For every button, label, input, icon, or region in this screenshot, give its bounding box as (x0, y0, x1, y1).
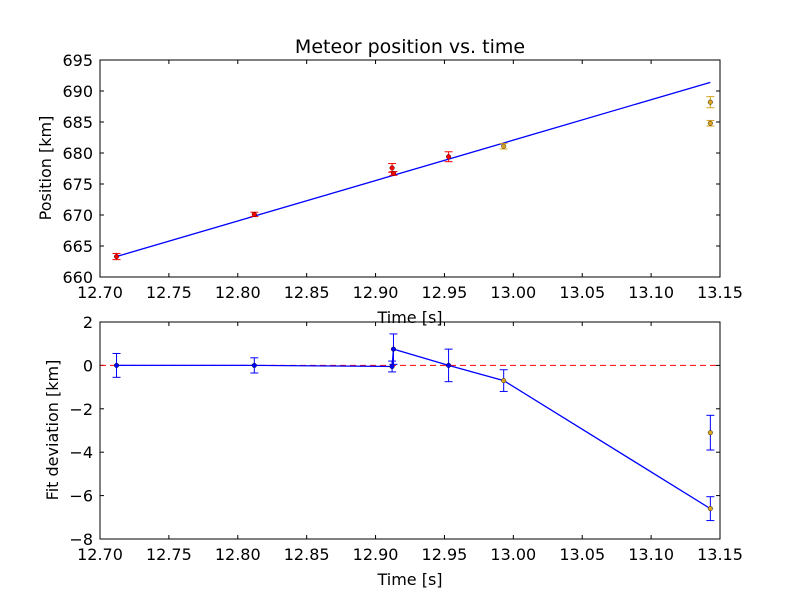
deviation-point (446, 362, 452, 368)
0-x-tick-label: 12.70 (77, 283, 123, 302)
0-x-tick-label: 12.75 (146, 283, 192, 302)
0-y-tick-label: 660 (62, 268, 93, 287)
1-x-tick-label: 12.90 (353, 545, 399, 564)
deviation-point (251, 362, 257, 368)
0-x-tick-label: 13.00 (490, 283, 536, 302)
deviation-point (389, 363, 395, 369)
1-x-tick-label: 13.10 (628, 545, 674, 564)
1-x-tick-label: 12.95 (422, 545, 468, 564)
0-x-tick-label: 13.05 (559, 283, 605, 302)
bottom-x-axis-label: Time [s] (376, 570, 442, 589)
position-point (389, 165, 395, 171)
1-y-tick-label: −6 (69, 487, 93, 506)
1-y-tick-label: 0 (83, 356, 93, 375)
chart-title: Meteor position vs. time (295, 36, 525, 58)
1-x-tick-label: 12.80 (215, 545, 261, 564)
0-x-tick-label: 12.85 (284, 283, 330, 302)
top-plot-frame (99, 59, 721, 278)
1-y-tick-label: 2 (83, 313, 93, 332)
0-y-tick-label: 690 (62, 82, 93, 101)
0-y-tick-label: 695 (62, 51, 93, 70)
deviation-point (390, 346, 396, 352)
0-x-tick-label: 12.80 (215, 283, 261, 302)
0-y-tick-label: 665 (62, 237, 93, 256)
top-x-axis-label: Time [s] (376, 308, 442, 327)
1-x-tick-label: 12.75 (146, 545, 192, 564)
0-y-tick-label: 675 (62, 175, 93, 194)
0-y-tick-label: 670 (62, 206, 93, 225)
position-point (114, 254, 120, 260)
bottom-y-axis-label: Fit deviation [km] (43, 360, 62, 501)
position-point (501, 143, 507, 149)
position-panel: Meteor position vs. time Position [km] T… (36, 36, 743, 327)
deviation-panel: Fit deviation [km] Time [s] 12.70 12.75 12… (43, 313, 743, 589)
1-x-tick-label: 13.15 (697, 545, 743, 564)
0-x-tick-label: 13.15 (697, 283, 743, 302)
position-point (390, 170, 396, 176)
1-y-tick-label: −4 (69, 443, 93, 462)
0-x-tick-label: 12.90 (353, 283, 399, 302)
0-x-tick-label: 12.95 (422, 283, 468, 302)
position-point (251, 211, 257, 217)
bottom-plot-frame (99, 321, 721, 540)
top-y-axis-label: Position [km] (36, 116, 55, 221)
deviation-point (707, 430, 713, 436)
1-x-tick-label: 13.05 (559, 545, 605, 564)
position-point (707, 99, 713, 105)
1-y-tick-label: −8 (69, 530, 93, 549)
0-y-tick-label: 680 (62, 144, 93, 163)
1-y-tick-label: −2 (69, 400, 93, 419)
1-x-tick-label: 12.85 (284, 545, 330, 564)
fit-line (116, 81, 711, 258)
deviation-point (501, 378, 507, 384)
1-x-tick-label: 12.70 (77, 545, 123, 564)
1-x-tick-label: 13.00 (490, 545, 536, 564)
deviation-point (707, 506, 713, 512)
0-x-tick-label: 13.10 (628, 283, 674, 302)
deviation-point (114, 362, 120, 368)
position-point (707, 120, 713, 126)
0-y-tick-label: 685 (62, 113, 93, 132)
position-point (446, 154, 452, 160)
